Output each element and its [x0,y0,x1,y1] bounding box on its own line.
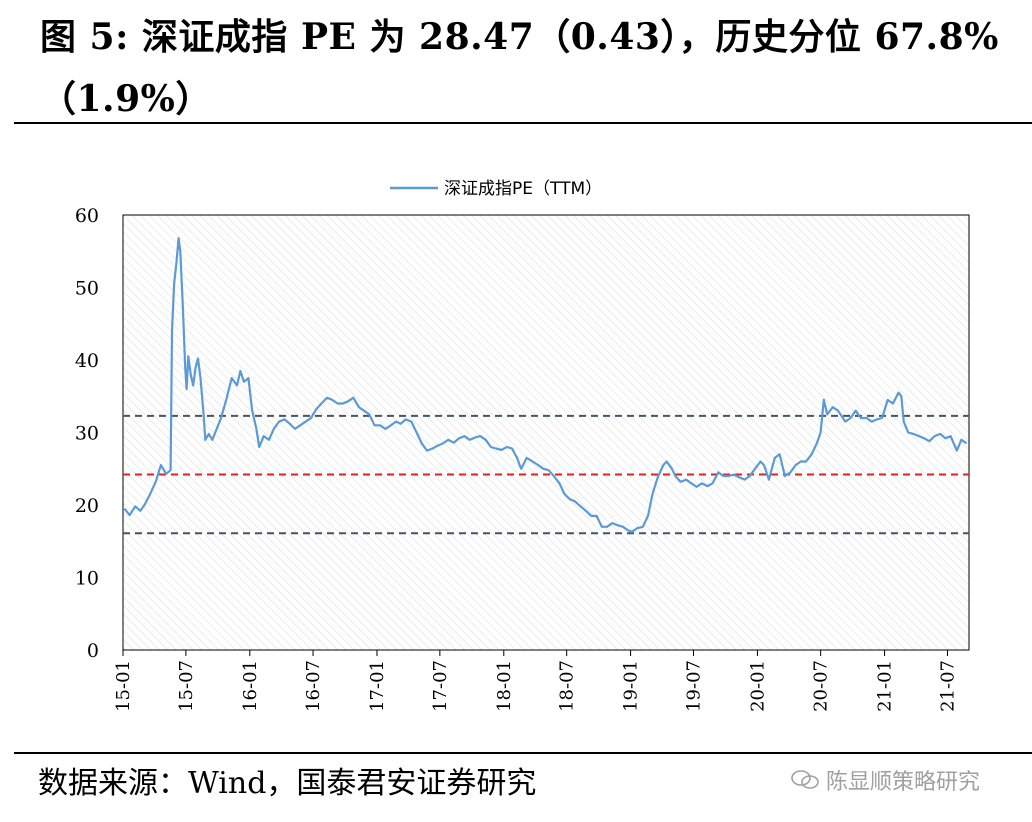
y-tick-label: 10 [75,568,99,590]
source-note: 数据来源：Wind，国泰君安证券研究 [38,766,537,801]
x-tick-label: 20-01 [747,660,768,712]
x-tick-label: 17-07 [430,660,451,712]
x-tick-label: 17-01 [367,660,388,712]
watermark: 陈显顺策略研究 [790,764,980,796]
y-tick-label: 50 [75,278,99,300]
bottom-divider [14,752,1032,754]
pe-line-chart: 0 10 20 30 40 50 60 15-01 15-07 16-01 16-07 17-01 1… [75,179,970,712]
y-tick-label: 60 [75,205,99,227]
series-line [123,237,968,533]
y-tick-label: 30 [75,423,99,445]
y-tick-label: 40 [75,350,99,372]
title-line-1: 图 5: 深证成指 PE 为 28.47（0.43），历史分位 67.8% [40,16,999,58]
title-line-2: （1.9%） [40,78,212,120]
x-tick-label: 20-07 [811,660,832,712]
wechat-icon [791,770,819,789]
x-tick-label: 19-07 [683,660,704,712]
x-tick-label: 18-07 [557,660,578,712]
page-title: 图 5: 深证成指 PE 为 28.47（0.43），历史分位 67.8% （1… [40,6,1020,130]
x-tick-label: 15-07 [176,660,197,712]
x-tick-label: 18-01 [494,660,515,712]
watermark-text: 陈显顺策略研究 [826,770,981,795]
x-tick-label: 15-01 [113,660,134,712]
y-tick-label: 0 [87,640,99,662]
y-tick-label: 20 [75,495,99,517]
x-tick-label: 19-01 [621,660,642,712]
top-divider [14,122,1032,124]
x-tick-label: 21-07 [937,660,958,712]
x-tick-label: 21-01 [875,660,896,712]
x-tick-label: 16-07 [303,660,324,712]
legend: 深证成指PE（TTM） [390,179,602,199]
legend-label: 深证成指PE（TTM） [444,179,602,199]
x-tick-label: 16-01 [240,660,261,712]
plot-area [122,214,970,651]
